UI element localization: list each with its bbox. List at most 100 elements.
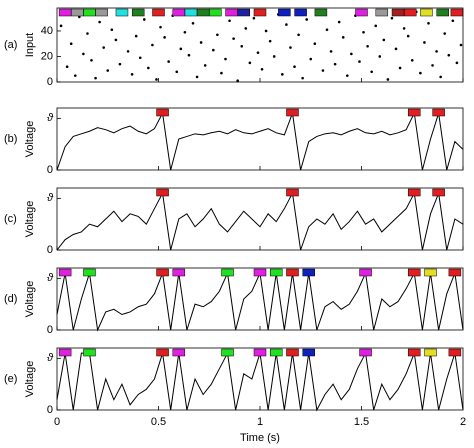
- pattern-marker: [156, 348, 169, 357]
- pattern-marker: [424, 348, 437, 357]
- input-spike: [232, 37, 235, 40]
- pattern-marker: [131, 8, 145, 17]
- axes-frame: [56, 107, 464, 171]
- pattern-marker: [237, 8, 251, 17]
- axes-frame: [56, 7, 464, 83]
- panel-label: (c): [4, 213, 17, 225]
- pattern-marker: [424, 268, 437, 277]
- input-spike: [216, 33, 219, 37]
- x-axis-label: Time (s): [240, 432, 280, 444]
- panel-label: (b): [4, 133, 17, 145]
- pattern-marker: [408, 108, 421, 117]
- input-spike: [305, 18, 308, 21]
- input-spike: [272, 55, 276, 58]
- input-spike: [203, 64, 207, 67]
- pattern-marker: [115, 8, 129, 17]
- input-spike: [98, 20, 101, 24]
- pattern-marker: [420, 8, 433, 17]
- pattern-marker: [278, 8, 291, 17]
- axes-frame: [56, 347, 464, 411]
- y-tick-label: ϑ: [47, 272, 54, 284]
- input-spike: [65, 65, 69, 68]
- pattern-marker: [156, 268, 169, 277]
- input-spike: [325, 28, 329, 31]
- input-spike: [398, 66, 402, 70]
- y-axis-label: Voltage: [24, 281, 36, 318]
- pattern-marker: [221, 268, 234, 277]
- input-spike: [212, 48, 215, 52]
- x-tick-label: 0: [54, 416, 60, 428]
- y-tick-label: 0: [47, 244, 53, 256]
- input-spike: [402, 27, 406, 30]
- input-spike: [333, 62, 337, 66]
- y-tick-label: ϑ: [47, 352, 54, 364]
- pattern-marker: [432, 108, 445, 117]
- pattern-marker: [269, 268, 283, 277]
- input-spike: [90, 59, 93, 62]
- axes-frame: [56, 267, 464, 331]
- input-spike: [374, 24, 378, 28]
- input-spike: [313, 42, 317, 46]
- input-spike: [459, 43, 463, 47]
- input-spike: [224, 57, 227, 61]
- input-spike: [423, 41, 426, 44]
- input-spike: [410, 59, 414, 62]
- pattern-marker: [286, 188, 299, 197]
- y-tick-label: 0: [47, 76, 53, 88]
- pattern-marker: [448, 348, 462, 357]
- input-spike: [179, 47, 183, 51]
- pattern-marker: [436, 8, 449, 17]
- pattern-marker: [172, 348, 186, 357]
- pattern-marker: [253, 268, 267, 277]
- voltage-trace: [56, 191, 464, 251]
- voltage-trace: [56, 111, 464, 171]
- pattern-marker: [172, 8, 186, 17]
- y-axis-label: Voltage: [24, 361, 36, 398]
- input-spike: [362, 30, 365, 34]
- y-axis-label: Voltage: [24, 121, 36, 158]
- pattern-marker: [391, 8, 405, 17]
- pattern-marker: [448, 268, 462, 277]
- pattern-marker: [355, 8, 368, 17]
- input-spike: [130, 73, 134, 76]
- input-spike: [329, 50, 333, 53]
- input-spike: [220, 71, 223, 75]
- input-spike: [382, 38, 386, 42]
- pattern-marker: [196, 8, 210, 17]
- input-spike: [431, 64, 434, 67]
- voltage-trace: [56, 271, 464, 332]
- input-spike: [419, 71, 422, 75]
- x-tick-label: 1: [257, 416, 263, 428]
- pattern-marker: [375, 8, 389, 17]
- pattern-marker: [253, 8, 267, 17]
- input-spike: [236, 79, 239, 83]
- input-spike: [106, 69, 110, 72]
- input-spike: [199, 41, 203, 44]
- input-spike: [126, 50, 130, 53]
- input-spike: [256, 51, 260, 54]
- y-tick-label: 20: [41, 50, 53, 62]
- input-spike: [240, 44, 244, 48]
- input-spike: [138, 56, 142, 60]
- pattern-marker: [209, 8, 222, 17]
- pattern-marker: [172, 268, 186, 277]
- input-spike: [281, 73, 284, 76]
- pattern-marker: [156, 108, 169, 117]
- y-tick-label: 0: [47, 324, 53, 336]
- input-spike: [102, 46, 105, 49]
- pattern-marker: [286, 348, 299, 357]
- axes-frame: [56, 187, 464, 251]
- y-axis-label: Input: [24, 33, 36, 57]
- input-spike: [110, 28, 114, 31]
- input-spike: [86, 32, 89, 35]
- pattern-marker: [71, 8, 84, 17]
- panel-label: (d): [4, 293, 17, 305]
- pattern-marker: [58, 8, 72, 17]
- pattern-marker: [432, 188, 445, 197]
- input-spike: [455, 61, 459, 65]
- input-spike: [309, 57, 313, 61]
- pattern-marker: [359, 348, 372, 357]
- input-spike: [337, 20, 341, 24]
- x-tick-label: 0.5: [151, 416, 166, 428]
- pattern-marker: [286, 108, 299, 117]
